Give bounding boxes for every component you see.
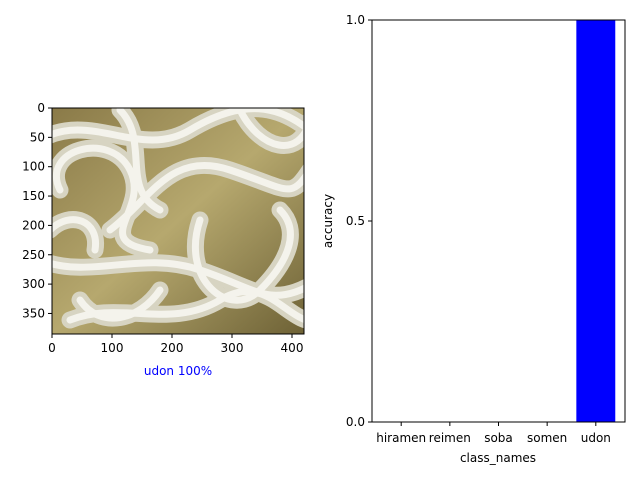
y-axis-label: accuracy (321, 194, 335, 248)
image-y-ticks: 0 50 100 150 200 250 300 350 (22, 101, 52, 320)
image-y-tick-label: 300 (22, 277, 45, 291)
bar-udon (576, 20, 616, 422)
noodle-photo (52, 108, 304, 334)
bar-x-tick-label: somen (527, 431, 567, 445)
bar-x-tick-label: reimen (429, 431, 471, 445)
image-x-tick-label: 200 (161, 341, 184, 355)
image-panel: 0 100 200 300 400 0 50 100 150 200 250 300 350 udon… (22, 101, 305, 378)
bar-x-tick-label: udon (581, 431, 611, 445)
bar-y-tick-label: 0.5 (346, 214, 365, 228)
image-x-tick-label: 100 (101, 341, 124, 355)
bar-y-tick-label: 0.0 (346, 415, 365, 429)
bar-x-tick-label: soba (484, 431, 513, 445)
image-x-tick-label: 300 (221, 341, 244, 355)
prediction-caption: udon 100% (144, 364, 212, 378)
bar-y-tick-label: 1.0 (346, 13, 365, 27)
x-axis-label: class_names (460, 451, 536, 465)
bar-y-ticks: 0.0 0.5 1.0 (346, 13, 372, 429)
image-y-tick-label: 200 (22, 218, 45, 232)
image-y-tick-label: 50 (30, 130, 45, 144)
image-y-tick-label: 0 (37, 101, 45, 115)
bar-chart-panel: hiramen reimen soba somen udon 0.0 0.5 1.0 cla… (321, 13, 626, 465)
image-y-tick-label: 350 (22, 306, 45, 320)
image-y-tick-label: 250 (22, 248, 45, 262)
bars (576, 20, 616, 422)
image-frame (51, 107, 305, 335)
image-y-tick-label: 100 (22, 160, 45, 174)
bar-x-ticks: hiramen reimen soba somen udon (376, 422, 611, 445)
image-x-tick-label: 0 (48, 341, 56, 355)
image-x-ticks: 0 100 200 300 400 (48, 334, 303, 355)
image-x-tick-label: 400 (281, 341, 304, 355)
bar-x-tick-label: hiramen (376, 431, 426, 445)
image-y-tick-label: 150 (22, 189, 45, 203)
